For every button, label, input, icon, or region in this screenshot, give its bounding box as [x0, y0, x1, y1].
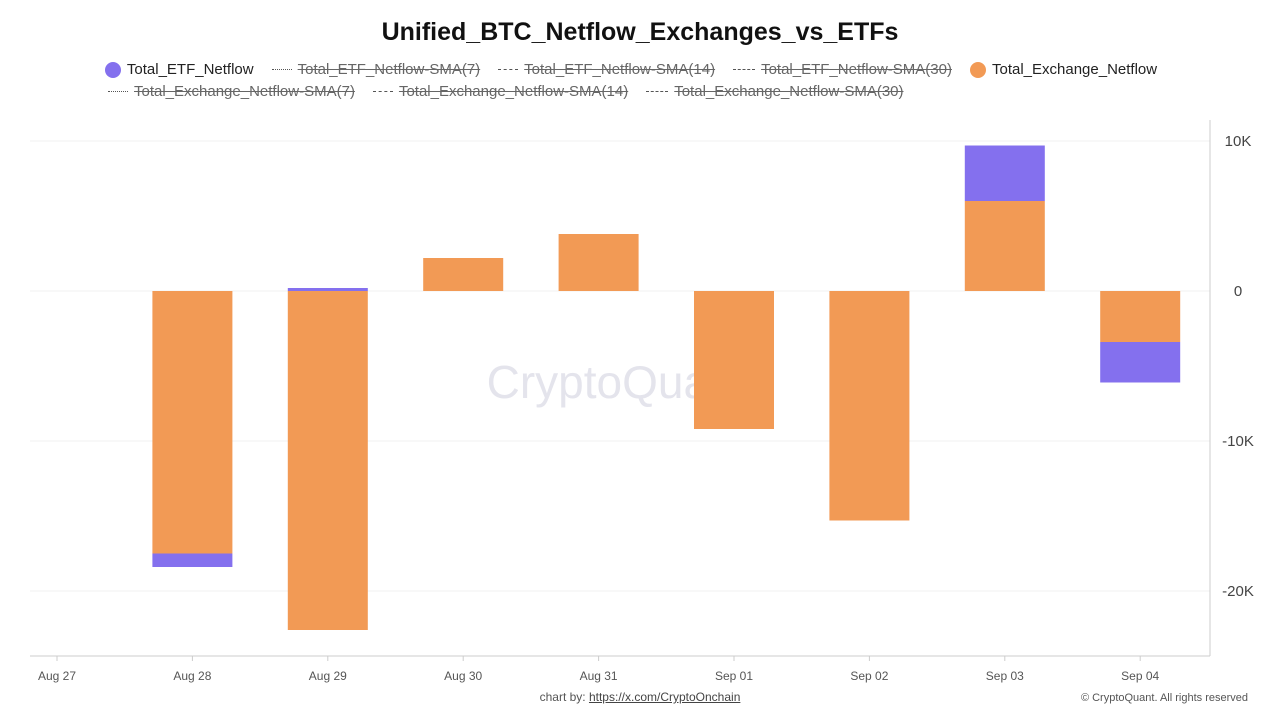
- x-tick-label: Aug 31: [580, 669, 618, 683]
- x-tick-label: Sep 01: [715, 669, 753, 683]
- legend-line-icon: [733, 69, 756, 70]
- footer-link[interactable]: https://x.com/CryptoOnchain: [588, 690, 741, 704]
- x-tick-label: Sep 03: [986, 669, 1024, 683]
- bar-etf-netflow[interactable]: [964, 145, 1045, 202]
- legend-line-icon: [498, 69, 519, 70]
- footer-prefix: chart by:: [539, 690, 589, 704]
- legend-line-icon: [108, 91, 128, 92]
- bar-exchange-netflow[interactable]: [558, 234, 639, 291]
- chart-footer: chart by: https://x.com/CryptoOnchain: [0, 690, 1280, 704]
- bar-etf-netflow[interactable]: [1100, 342, 1181, 383]
- legend-label: Total_Exchange_Netflow-SMA(7): [134, 83, 355, 100]
- bar-exchange-netflow[interactable]: [829, 291, 910, 521]
- legend-label: Total_Exchange_Netflow-SMA(30): [674, 83, 904, 100]
- y-tick-label: 0: [1234, 283, 1242, 300]
- row1-legend-item-3[interactable]: Total_ETF_Netflow-SMA(30): [733, 61, 952, 78]
- row1-legend-item-2[interactable]: Total_ETF_Netflow-SMA(14): [498, 61, 715, 78]
- bar-exchange-netflow[interactable]: [694, 291, 774, 429]
- row1-legend-item-4[interactable]: Total_Exchange_Netflow: [969, 61, 1158, 78]
- x-tick-label: Aug 28: [173, 669, 211, 683]
- legend-label: Total_ETF_Netflow-SMA(7): [297, 61, 481, 78]
- bar-exchange-netflow[interactable]: [1100, 291, 1181, 342]
- legend-label: Total_Exchange_Netflow: [991, 61, 1158, 78]
- chart-title: Unified_BTC_Netflow_Exchanges_vs_ETFs: [381, 18, 899, 46]
- bar-exchange-netflow[interactable]: [964, 201, 1045, 291]
- bar-etf-netflow[interactable]: [152, 553, 233, 568]
- y-tick-label: -20K: [1222, 583, 1254, 600]
- bar-exchange-netflow[interactable]: [287, 291, 368, 630]
- copyright-text: © CryptoQuant. All rights reserved: [1080, 692, 1248, 704]
- legend-label: Total_Exchange_Netflow-SMA(14): [398, 83, 629, 100]
- x-tick-label: Sep 02: [850, 669, 888, 683]
- legend-line-icon: [271, 69, 292, 70]
- bar-etf-netflow[interactable]: [287, 288, 368, 291]
- legend-line-icon: [372, 91, 393, 92]
- row1-legend-item-1[interactable]: Total_ETF_Netflow-SMA(7): [271, 61, 481, 78]
- bar-exchange-netflow[interactable]: [423, 258, 504, 291]
- legend-label: Total_ETF_Netflow-SMA(30): [761, 61, 952, 78]
- legend-label: Total_ETF_Netflow-SMA(14): [524, 61, 716, 78]
- bar-exchange-netflow[interactable]: [152, 291, 233, 554]
- row2-legend-item-1[interactable]: Total_Exchange_Netflow-SMA(14): [372, 83, 629, 100]
- legend-line-icon: [646, 91, 669, 92]
- legend-row-1: Total_ETF_Netflow Total_ETF_Netflow-SMA(7…: [0, 61, 1280, 78]
- legend-label: Total_ETF_Netflow: [126, 61, 254, 78]
- legend-row-2: Total_Exchange_Netflow-SMA(7) Total_Excha…: [0, 83, 1280, 100]
- x-tick-label: Aug 29: [309, 669, 347, 683]
- x-tick-label: Aug 30: [444, 669, 482, 683]
- legend-dot-icon: [969, 61, 986, 78]
- legend-dot-icon: [104, 61, 121, 78]
- y-tick-label: 10K: [1225, 133, 1252, 150]
- row1-legend-item-0[interactable]: Total_ETF_Netflow: [104, 61, 254, 78]
- x-tick-label: Sep 04: [1121, 669, 1159, 683]
- row2-legend-item-0[interactable]: Total_Exchange_Netflow-SMA(7): [108, 83, 355, 100]
- x-tick-label: Aug 27: [38, 669, 76, 683]
- y-tick-label: -10K: [1222, 433, 1254, 450]
- row2-legend-item-2[interactable]: Total_Exchange_Netflow-SMA(30): [646, 83, 904, 100]
